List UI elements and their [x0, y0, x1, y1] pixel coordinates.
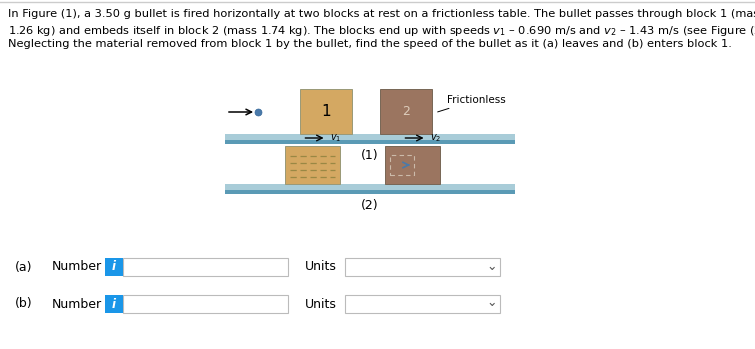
Bar: [225, 184, 515, 191]
Text: Number: Number: [52, 297, 102, 311]
Bar: [105, 258, 123, 276]
Bar: [225, 134, 515, 141]
Text: (2): (2): [361, 199, 379, 212]
Text: 1.26 kg) and embeds itself in block 2 (mass 1.74 kg). The blocks end up with spe: 1.26 kg) and embeds itself in block 2 (m…: [8, 24, 755, 38]
Text: (a): (a): [15, 260, 32, 274]
Text: Neglecting the material removed from block 1 by the bullet, find the speed of th: Neglecting the material removed from blo…: [8, 39, 732, 49]
Bar: [225, 140, 515, 144]
Text: Units: Units: [305, 297, 337, 311]
Text: i: i: [112, 260, 116, 274]
Text: Units: Units: [305, 260, 337, 274]
Text: 1: 1: [321, 104, 331, 119]
Bar: [385, 146, 440, 184]
Bar: [123, 295, 288, 313]
Text: (1): (1): [361, 149, 379, 162]
Bar: [380, 89, 432, 134]
Bar: [300, 89, 352, 134]
Bar: [123, 258, 288, 276]
Text: Frictionless: Frictionless: [438, 95, 506, 112]
Text: ⌄: ⌄: [487, 260, 498, 273]
Text: In Figure (1), a 3.50 g bullet is fired horizontally at two blocks at rest on a : In Figure (1), a 3.50 g bullet is fired …: [8, 9, 755, 19]
Text: $v_2$: $v_2$: [430, 132, 441, 144]
Text: i: i: [112, 297, 116, 311]
Bar: [390, 155, 414, 175]
Bar: [105, 295, 123, 313]
Text: ⌄: ⌄: [487, 297, 498, 310]
Bar: [345, 295, 500, 313]
Bar: [285, 146, 340, 184]
Text: $v_1$: $v_1$: [329, 132, 341, 144]
Bar: [345, 258, 500, 276]
Bar: [225, 190, 515, 194]
Text: Number: Number: [52, 260, 102, 274]
Text: 2: 2: [402, 105, 410, 118]
Text: (b): (b): [15, 297, 32, 311]
